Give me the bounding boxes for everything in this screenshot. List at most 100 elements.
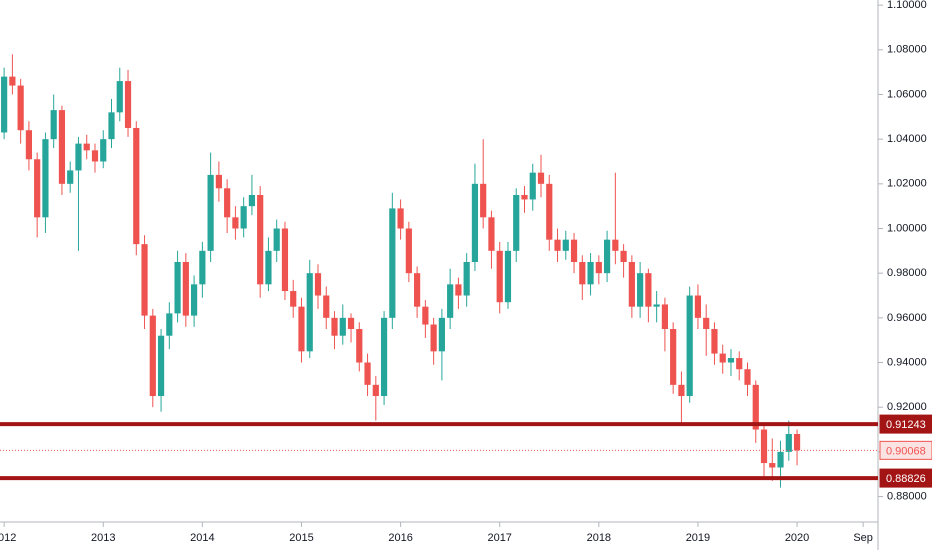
candle-body — [405, 228, 412, 274]
candle-body — [422, 306, 429, 325]
y-tick-label: 1.00000 — [887, 222, 927, 234]
candle-body — [736, 358, 743, 370]
price-level-label: 0.90068 — [886, 445, 926, 457]
candle-body — [42, 139, 49, 218]
price-level-box — [879, 468, 932, 488]
candle-body — [25, 130, 33, 160]
candle-body — [83, 143, 90, 151]
candle-body — [306, 273, 313, 352]
candle-body — [777, 451, 784, 468]
candle-body — [546, 183, 553, 240]
candle-body — [331, 317, 338, 336]
candle-body — [116, 81, 123, 113]
candle-body — [529, 172, 536, 200]
candle-body — [248, 194, 256, 207]
y-tick-label: 0.98000 — [887, 267, 927, 279]
candle-body — [133, 127, 140, 245]
candle-body — [240, 206, 247, 229]
y-tick-label: 1.10000 — [887, 0, 927, 11]
y-tick-label: 1.04000 — [887, 133, 927, 145]
x-tick-label: Sep — [853, 532, 873, 544]
candle-body — [17, 85, 24, 131]
candle-body — [447, 284, 454, 318]
candle-body — [513, 194, 520, 251]
y-tick-label: 0.88000 — [887, 490, 927, 502]
candle-body — [694, 295, 702, 318]
candle-body — [504, 250, 512, 303]
candle-body — [347, 317, 355, 330]
candle-body — [480, 183, 487, 218]
candle-body — [620, 250, 627, 263]
candle-body — [182, 262, 189, 316]
candle-body — [75, 143, 82, 171]
candle-body — [793, 433, 801, 451]
x-tick-label: 2020 — [785, 532, 809, 544]
candle-body — [141, 244, 148, 316]
candle-body — [785, 433, 792, 452]
candle-body — [678, 384, 685, 397]
candle-body — [645, 273, 652, 307]
price-level-box — [879, 414, 932, 434]
candle-body — [579, 262, 586, 285]
candle-body — [339, 317, 346, 336]
candle-body — [711, 329, 718, 354]
candle-body — [463, 262, 470, 296]
candle-body — [58, 110, 66, 184]
x-tick-label: 2019 — [686, 532, 710, 544]
candle-body — [521, 194, 528, 200]
candle-body — [91, 150, 99, 162]
price-level-label: 0.91243 — [886, 419, 926, 431]
candle-body — [603, 239, 611, 274]
candle-body — [124, 81, 132, 128]
y-tick-label: 1.06000 — [887, 88, 927, 100]
candle-body — [166, 313, 173, 336]
x-tick-label: 2013 — [91, 532, 115, 544]
candle-body — [496, 250, 503, 303]
candle-body — [149, 315, 156, 397]
candle-body — [686, 295, 693, 397]
candle-body — [744, 369, 751, 385]
candle-body — [1, 76, 8, 133]
candle-body — [562, 239, 569, 251]
candle-body — [207, 174, 214, 251]
candle-body — [67, 170, 74, 184]
candle-body — [215, 174, 222, 189]
candle-body — [670, 329, 677, 385]
candle-body — [653, 304, 660, 307]
candle-body — [364, 362, 371, 385]
candle-body — [389, 208, 396, 318]
candle-body — [537, 172, 545, 184]
candle-body — [587, 262, 594, 285]
y-tick-label: 0.96000 — [887, 312, 927, 324]
candle-body — [752, 384, 759, 430]
candle-body — [760, 429, 768, 464]
candle-body — [290, 291, 297, 307]
candle-body — [719, 353, 726, 363]
x-tick-label: 2018 — [587, 532, 611, 544]
candle-body — [727, 358, 735, 363]
candle-body — [356, 329, 363, 363]
candle-body — [265, 250, 272, 285]
candle-body — [100, 139, 107, 162]
candle-body — [9, 76, 16, 86]
y-tick-label: 1.08000 — [887, 44, 927, 56]
candle-body — [570, 239, 578, 263]
candle-body — [298, 306, 305, 352]
x-tick-label: 2016 — [388, 532, 412, 544]
candle-body — [108, 112, 115, 140]
candle-body — [50, 110, 57, 140]
candle-body — [661, 304, 668, 330]
x-tick-label: 2014 — [190, 532, 214, 544]
candle-body — [414, 273, 421, 307]
candle-body — [157, 335, 165, 397]
candle-body — [314, 273, 322, 296]
candle-body — [769, 463, 776, 468]
candle-body — [438, 317, 445, 352]
candle-body — [224, 188, 231, 218]
x-tick-label: 2015 — [289, 532, 313, 544]
candle-body — [430, 324, 437, 352]
candle-body — [595, 262, 602, 274]
candle-body — [232, 217, 239, 229]
candle-body — [488, 217, 495, 251]
candle-body — [628, 262, 635, 307]
